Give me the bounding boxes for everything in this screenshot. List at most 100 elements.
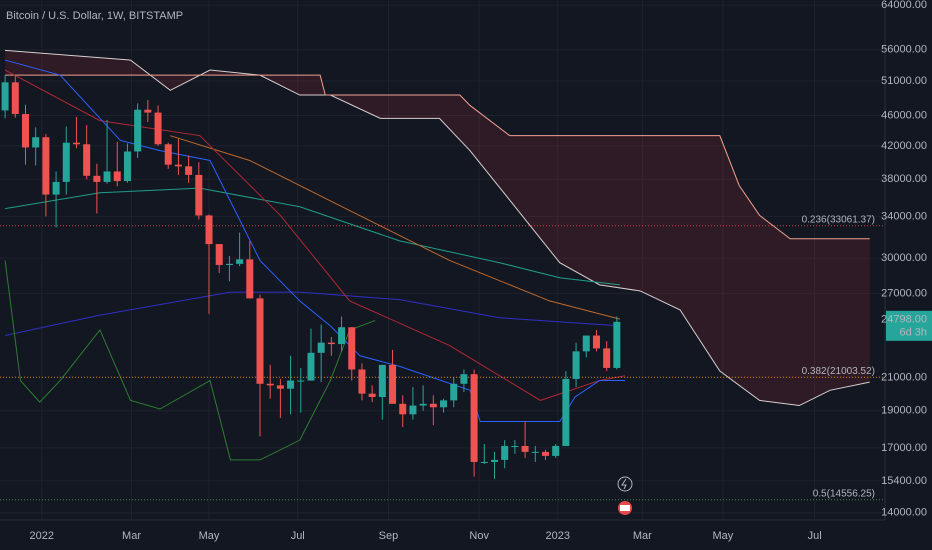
candle-body: [501, 445, 509, 460]
candle-body: [297, 380, 305, 382]
candle-body: [572, 351, 580, 379]
candle-body: [460, 374, 468, 384]
cloud-span: [5, 74, 870, 240]
candle-body: [205, 215, 213, 245]
candle-body: [195, 174, 203, 216]
y-tick-label: 14000.00: [881, 507, 927, 519]
candle-body: [450, 383, 458, 401]
candle-body: [11, 82, 19, 115]
countdown-label: 6d 3h: [899, 327, 927, 339]
candle-body: [123, 151, 131, 182]
fib-label: 0.382(21003.52): [802, 366, 875, 377]
fib-label: 0.236(33061.37): [802, 214, 875, 225]
candle-body: [399, 403, 407, 415]
last-price-box: [886, 310, 932, 341]
candle-body: [236, 259, 244, 264]
candle-body: [348, 327, 356, 370]
candle-body: [42, 137, 50, 195]
candle-body: [358, 369, 366, 394]
candle-body: [511, 445, 519, 447]
candle-body: [225, 263, 233, 265]
x-tick-label: May: [712, 530, 733, 542]
candle-body: [266, 383, 274, 386]
candle-body: [409, 405, 417, 415]
y-tick-label: 34000.00: [881, 210, 927, 222]
candle-body: [256, 298, 264, 384]
last-price-label: 24798.00: [881, 314, 927, 326]
x-tick-label: Jul: [808, 530, 822, 542]
candle-body: [368, 393, 376, 398]
y-tick-label: 56000.00: [881, 44, 927, 56]
candle-body: [83, 144, 91, 176]
candle-body: [52, 181, 60, 195]
candle-body: [287, 380, 295, 389]
candle-body: [552, 445, 560, 456]
candle-body: [562, 378, 570, 446]
fib-label: 0.5(14556.25): [813, 488, 875, 499]
candle-body: [154, 112, 162, 145]
y-tick-label: 46000.00: [881, 109, 927, 121]
indicator-line: [170, 135, 621, 320]
candle-body: [440, 400, 448, 408]
y-tick-label: 38000.00: [881, 173, 927, 185]
candle-body: [531, 451, 539, 453]
plot-area: [0, 0, 885, 520]
indicator-line: [5, 187, 620, 286]
candle-body: [276, 385, 284, 389]
x-tick-label: Mar: [633, 530, 652, 542]
candle-body: [429, 403, 437, 408]
indicator-line: [4, 291, 620, 337]
x-tick-label: May: [199, 530, 220, 542]
x-tick-label: Sep: [379, 530, 399, 542]
candle-body: [93, 175, 101, 182]
candle-body: [592, 335, 600, 349]
candle-body: [21, 114, 29, 148]
candle-body: [603, 348, 611, 368]
flag-stripes: [620, 505, 630, 511]
candle-body: [134, 109, 142, 152]
candle-body: [389, 364, 397, 404]
candle-body: [419, 403, 427, 406]
candle-body: [72, 142, 80, 145]
indicator-line: [4, 260, 376, 461]
y-tick-label: 19000.00: [881, 405, 927, 417]
candle-body: [490, 459, 498, 462]
y-tick-label: 51000.00: [881, 75, 927, 87]
candle-body: [174, 164, 182, 167]
x-tick-label: Jul: [291, 530, 305, 542]
event-icons: [617, 476, 633, 515]
lightning-icon: [621, 478, 627, 490]
y-tick-label: 30000.00: [881, 252, 927, 264]
candle-body: [317, 342, 325, 353]
cloud-span: [5, 49, 870, 407]
candle-body: [378, 364, 386, 398]
x-tick-label: Nov: [469, 530, 489, 542]
event-icon: [617, 476, 633, 492]
y-tick-label: 64000.00: [881, 0, 927, 11]
cloud-fill: [5, 50, 870, 406]
candle-body: [338, 327, 346, 345]
candle-body: [582, 335, 590, 352]
candle-body: [470, 374, 478, 462]
candle-body: [32, 137, 40, 148]
y-tick-label: 17000.00: [881, 442, 927, 454]
candle-body: [521, 445, 529, 452]
candle-body: [480, 461, 488, 463]
candle-body: [144, 109, 152, 113]
candle-body: [185, 166, 193, 175]
candle-body: [246, 259, 254, 299]
candle-body: [215, 244, 223, 265]
candle-body: [327, 342, 335, 345]
y-tick-label: 21000.00: [881, 371, 927, 383]
indicator-line: [4, 69, 626, 401]
candle-body: [62, 142, 70, 182]
candle-body: [541, 451, 549, 456]
candle-body: [103, 171, 111, 182]
x-tick-label: 2022: [30, 530, 54, 542]
y-tick-label: 42000.00: [881, 140, 927, 152]
y-tick-label: 27000.00: [881, 287, 927, 299]
x-tick-label: 2023: [545, 530, 569, 542]
y-tick-label: 15400.00: [881, 475, 927, 487]
